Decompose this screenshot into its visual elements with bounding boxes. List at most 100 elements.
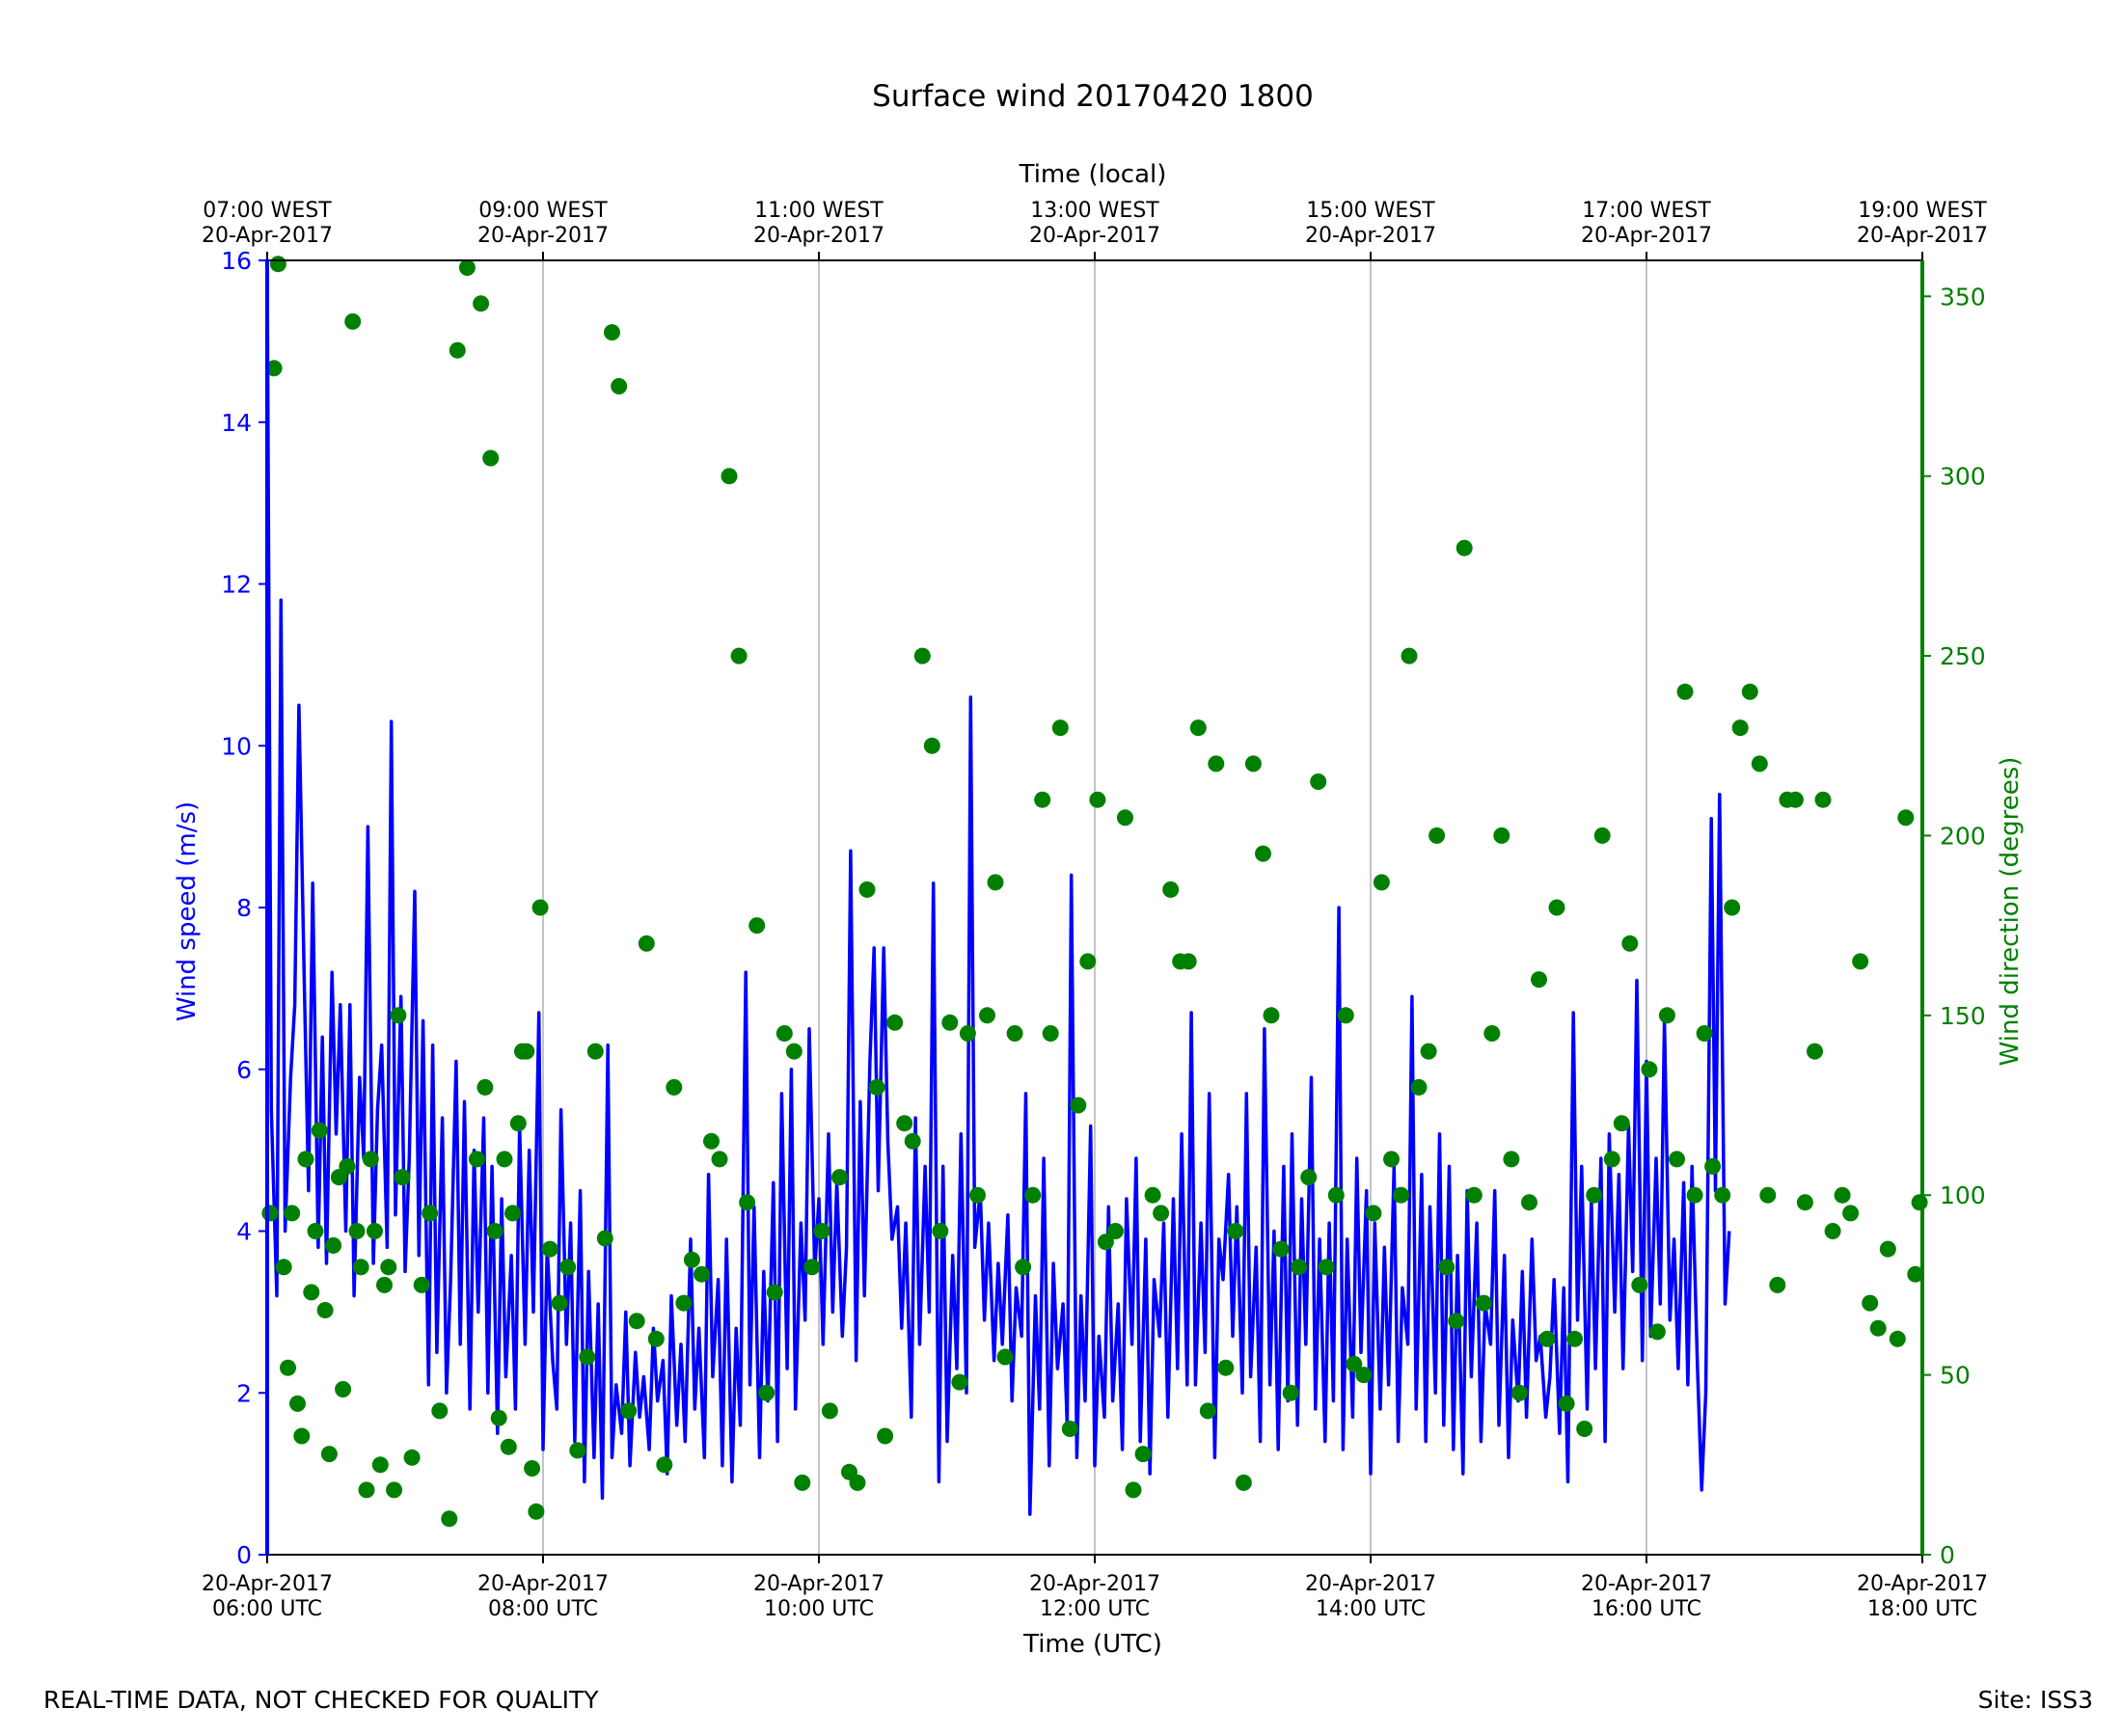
wind-direction-point	[1603, 1151, 1620, 1168]
y-tick-label: 12	[221, 571, 252, 599]
wind-direction-point	[1034, 791, 1051, 808]
wind-direction-point	[559, 1259, 577, 1276]
wind-direction-point	[431, 1402, 449, 1420]
wind-direction-point	[1593, 827, 1611, 844]
wind-direction-point	[569, 1442, 586, 1459]
x-top-tick-date: 20-Apr-2017	[477, 224, 609, 248]
wind-direction-point	[367, 1223, 383, 1239]
y-tick-label: 16	[221, 247, 252, 275]
wind-direction-point	[1621, 935, 1639, 952]
y-tick-label: 4	[236, 1218, 252, 1246]
wind-direction-point	[422, 1205, 439, 1222]
wind-direction-point	[821, 1402, 838, 1420]
wind-direction-point	[541, 1240, 558, 1258]
wind-direction-point	[877, 1427, 894, 1445]
wind-direction-point	[638, 935, 655, 952]
wind-direction-point	[586, 1043, 604, 1060]
wind-direction-point	[1807, 1043, 1823, 1060]
wind-direction-point	[721, 468, 738, 485]
wind-direction-point	[1911, 1194, 1928, 1211]
wind-direction-point	[1897, 809, 1915, 827]
wind-direction-point	[1438, 1259, 1455, 1276]
wind-direction-point	[1235, 1474, 1252, 1491]
x-tick-time: 06:00 UTC	[212, 1597, 322, 1621]
wind-direction-point	[932, 1223, 949, 1239]
y-tick-label: 10	[221, 732, 252, 760]
y-right-tick-label: 350	[1940, 283, 1986, 311]
wind-direction-point	[1291, 1259, 1308, 1276]
direction-series	[261, 256, 1928, 1528]
wind-direction-point	[1365, 1205, 1382, 1222]
wind-direction-point	[371, 1456, 389, 1474]
wind-direction-point	[979, 1007, 995, 1024]
x-tick-time: 18:00 UTC	[1867, 1597, 1977, 1621]
wind-direction-point	[1724, 899, 1741, 916]
wind-direction-point	[694, 1265, 710, 1283]
wind-direction-point	[524, 1460, 541, 1477]
y-tick-label: 2	[236, 1379, 252, 1407]
wind-direction-point	[1015, 1259, 1032, 1276]
wind-direction-point	[1493, 827, 1510, 844]
wind-direction-point	[1383, 1151, 1400, 1168]
wind-direction-point	[611, 378, 628, 394]
wind-direction-point	[596, 1230, 613, 1247]
wind-direction-point	[1244, 755, 1262, 773]
x-tick-date: 20-Apr-2017	[1305, 1572, 1436, 1596]
wind-direction-point	[352, 1259, 369, 1276]
wind-direction-point	[531, 899, 549, 916]
wind-direction-point	[656, 1456, 673, 1474]
wind-direction-point	[1613, 1115, 1630, 1132]
wind-direction-point	[1448, 1313, 1465, 1330]
y-tick-label: 8	[236, 894, 252, 922]
wind-direction-point	[509, 1115, 527, 1132]
wind-direction-point	[280, 1359, 296, 1376]
wind-direction-point	[766, 1284, 783, 1301]
wind-direction-point	[1089, 791, 1106, 808]
wind-direction-point	[1162, 881, 1180, 898]
wind-direction-point	[666, 1078, 683, 1096]
wind-direction-point	[1070, 1097, 1087, 1114]
x-top-tick-time: 09:00 WEST	[478, 199, 608, 223]
wind-direction-point	[1227, 1223, 1244, 1239]
x-top-tick-time: 19:00 WEST	[1858, 199, 1987, 223]
wind-direction-point	[1531, 971, 1547, 989]
wind-direction-point	[1759, 1186, 1777, 1204]
wind-direction-point	[1318, 1259, 1335, 1276]
wind-direction-point	[1282, 1384, 1299, 1401]
wind-direction-point	[604, 324, 620, 341]
wind-direction-point	[1217, 1359, 1235, 1376]
wind-direction-point	[1786, 791, 1804, 808]
quality-disclaimer: REAL-TIME DATA, NOT CHECKED FOR QUALITY	[43, 1686, 599, 1714]
wind-direction-point	[348, 1223, 366, 1239]
wind-direction-point	[1475, 1294, 1492, 1312]
wind-direction-point	[1869, 1319, 1887, 1337]
x-top-tick-time: 13:00 WEST	[1030, 199, 1159, 223]
wind-direction-point	[1769, 1276, 1786, 1293]
wind-direction-point	[358, 1481, 375, 1499]
wind-direction-point	[1521, 1194, 1537, 1211]
wind-direction-point	[785, 1043, 803, 1060]
x-tick-date: 20-Apr-2017	[753, 1572, 884, 1596]
wind-direction-point	[1153, 1205, 1170, 1222]
wind-direction-point	[504, 1205, 521, 1222]
wind-direction-point	[1686, 1186, 1703, 1204]
wind-direction-point	[1641, 1061, 1658, 1078]
wind-direction-point	[1465, 1186, 1483, 1204]
y-right-tick-label: 100	[1940, 1181, 1986, 1209]
wind-direction-point	[473, 295, 490, 312]
y-tick-label: 14	[221, 409, 252, 437]
x-top-tick-date: 20-Apr-2017	[1029, 224, 1160, 248]
wind-direction-point	[951, 1373, 968, 1391]
wind-direction-point	[486, 1223, 503, 1239]
x-top-tick-date: 20-Apr-2017	[1305, 224, 1436, 248]
wind-direction-point	[675, 1294, 693, 1312]
wind-direction-point	[620, 1402, 638, 1420]
wind-direction-point	[551, 1294, 568, 1312]
wind-direction-point	[1483, 1025, 1501, 1042]
wind-direction-point	[1051, 719, 1069, 737]
wind-direction-point	[269, 256, 286, 273]
wind-direction-point	[482, 449, 500, 467]
wind-direction-point	[1355, 1367, 1373, 1384]
wind-direction-point	[969, 1186, 986, 1204]
wind-direction-point	[1061, 1421, 1078, 1437]
